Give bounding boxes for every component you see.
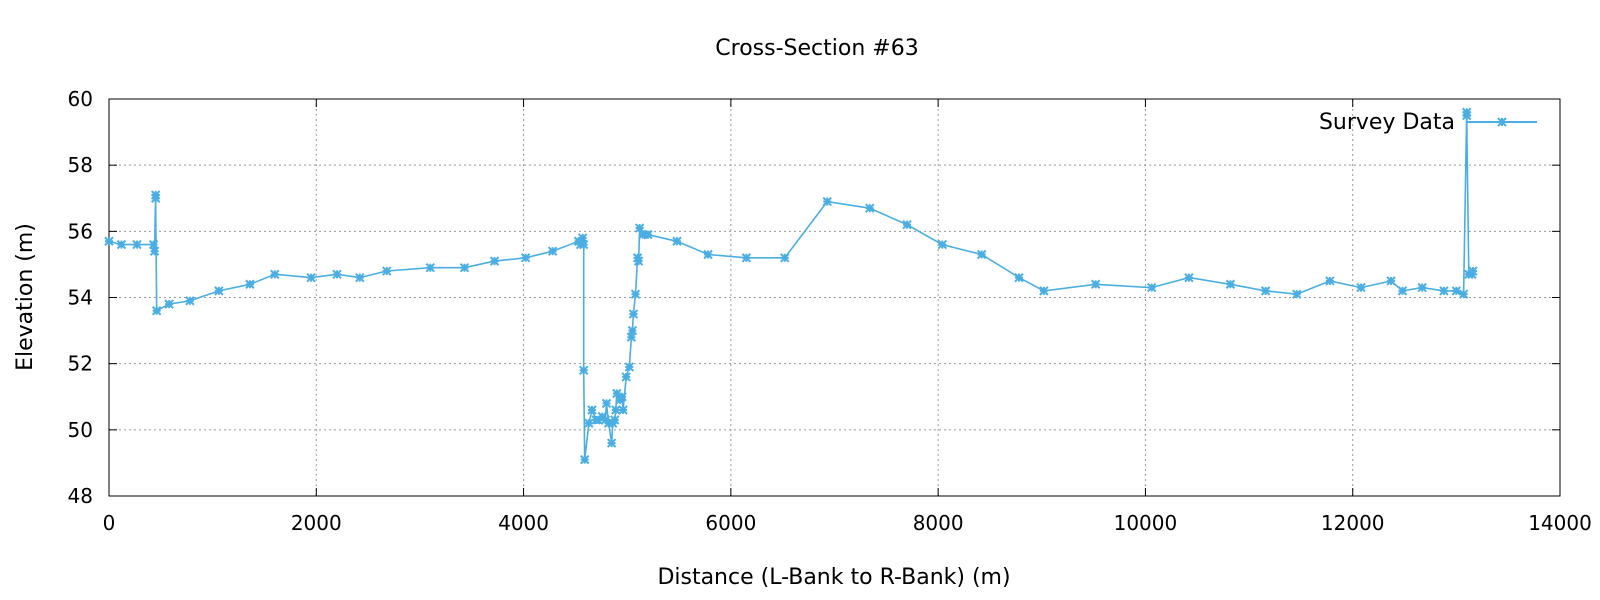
data-point-marker [937,239,947,250]
data-point-marker [780,253,790,263]
data-point-marker [587,405,597,415]
series-group [104,107,1478,465]
data-point-marker [610,415,620,425]
data-point-marker [621,372,631,382]
y-tick-label: 48 [68,484,93,508]
data-point-marker [902,220,912,230]
data-point-marker [643,229,653,240]
data-point-marker [104,236,114,246]
y-tick-label: 52 [68,352,93,376]
data-point-marker [214,286,224,296]
data-point-marker [132,239,142,250]
data-point-marker [164,299,174,309]
data-point-marker [624,362,634,372]
data-point-marker [578,365,589,375]
data-point-marker [1260,286,1271,296]
data-point-marker [547,246,558,256]
data-point-marker [382,266,392,276]
data-point-marker [1417,282,1427,293]
x-tick-label: 8000 [913,511,964,535]
legend-marker [1497,117,1507,127]
x-tick-label: 0 [103,511,116,535]
data-point-marker [630,289,641,299]
data-point-marker [150,193,161,203]
x-tick-label: 10000 [1114,511,1178,535]
y-tick-label: 60 [68,87,93,111]
data-point-marker [1039,286,1049,296]
data-point-marker [628,309,639,319]
data-point-marker [618,405,628,415]
data-point-marker [1458,289,1469,299]
data-point-marker [611,405,621,415]
data-point-marker [601,398,612,409]
grid [109,99,1560,496]
data-point-marker [1146,282,1157,293]
data-point-marker [1397,286,1408,296]
legend: Survey Data [1319,110,1537,135]
data-point-marker [425,263,435,273]
data-point-marker [1184,272,1194,283]
data-point-marker [116,239,127,250]
data-point-marker [1462,110,1472,121]
chart-title: Cross-Section #63 [715,36,918,61]
data-point-marker [270,269,280,280]
x-tick-label: 12000 [1321,511,1385,535]
y-tick-label: 56 [68,219,93,243]
data-point-marker [149,246,160,256]
legend-marker-star [1497,117,1507,127]
data-point-marker [703,249,713,260]
data-point-marker [578,239,589,250]
y-axis-title: Elevation (m) [13,223,38,371]
axis-ticks: 0 2000 4000 6000 8000 10000 12000 14000 48 50 52 54… [68,87,1592,535]
y-tick-label: 54 [68,286,93,310]
data-point-marker [633,256,644,266]
data-point-marker [741,253,752,263]
data-point-marker [520,253,531,263]
data-point-marker [1090,279,1101,289]
data-point-marker [245,279,255,289]
data-point-marker [306,272,316,283]
data-point-marker [672,236,682,246]
x-axis-title: Distance (L-Bank to R-Bank) (m) [657,565,1010,590]
data-point-marker [459,263,470,273]
data-point-marker [606,438,617,448]
legend-label: Survey Data [1319,110,1455,135]
data-point-marker [1225,279,1236,289]
data-point-marker [355,272,365,283]
y-tick-label: 58 [68,153,93,177]
data-point-marker [1325,276,1335,286]
data-point-marker [151,306,162,316]
data-point-marker [1356,282,1366,293]
data-point-marker [580,454,590,465]
y-tick-label: 50 [68,418,93,442]
x-tick-label: 2000 [291,511,342,535]
data-point-marker [185,296,195,306]
data-point-marker [1451,286,1462,296]
data-point-marker [1439,286,1449,296]
data-point-marker [1468,266,1478,276]
data-point-marker [617,392,627,402]
data-point-marker [822,196,832,207]
data-point-marker [865,203,875,213]
data-point-marker [1292,289,1302,299]
data-point-marker [489,256,500,266]
x-tick-label: 6000 [705,511,756,535]
data-point-marker [1386,276,1396,286]
data-point-marker [976,249,987,260]
series-line [108,112,1474,460]
data-point-marker [1014,272,1024,283]
data-point-marker [332,269,342,280]
x-tick-label: 14000 [1528,511,1592,535]
x-tick-label: 4000 [498,511,549,535]
data-point-marker [627,325,638,336]
